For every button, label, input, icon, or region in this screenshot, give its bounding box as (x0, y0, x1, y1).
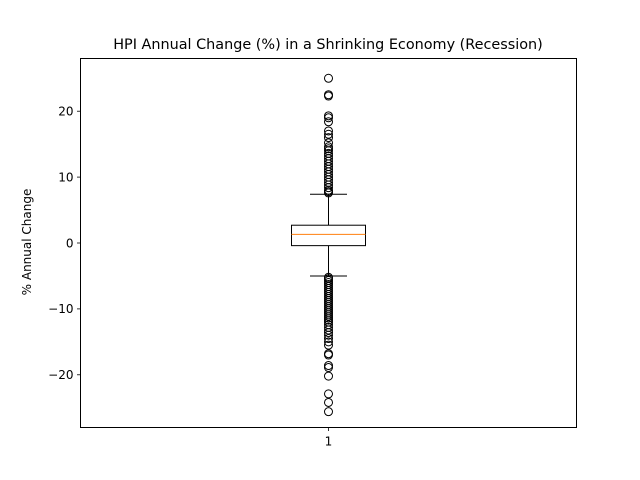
y-tick-label: −20 (48, 368, 73, 382)
y-tick-label: 0 (66, 236, 74, 250)
outlier-point (324, 183, 333, 193)
y-tick-label: 20 (58, 105, 73, 119)
outlier-point (324, 340, 333, 350)
y-axis-label: % Annual Change (20, 189, 34, 296)
outlier-point (324, 113, 333, 123)
x-axis-ticks: 1 (325, 427, 333, 449)
outlier-point (324, 325, 333, 335)
outlier-point (324, 129, 333, 139)
chart-title: HPI Annual Change (%) in a Shrinking Eco… (113, 37, 543, 53)
box-series (291, 73, 366, 417)
y-tick-label: −10 (48, 302, 73, 316)
x-tick-label: 1 (325, 435, 333, 449)
outlier-point (324, 73, 333, 83)
outlier-point (324, 126, 333, 136)
y-axis-ticks: −20 −10 0 10 20 (48, 105, 81, 382)
outlier-point (324, 117, 333, 127)
y-tick-label: 10 (58, 170, 73, 184)
outlier-point (324, 361, 333, 371)
outlier-point (324, 407, 333, 417)
outlier-point (324, 328, 333, 338)
outlier-point (324, 389, 333, 399)
outlier-point (324, 334, 333, 344)
outlier-point (324, 371, 333, 381)
outlier-point (324, 397, 333, 407)
iqr-box (291, 224, 366, 247)
outlier-point (324, 188, 333, 198)
outlier-point (324, 350, 333, 360)
outlier-point (324, 337, 333, 347)
outlier-point (324, 133, 333, 143)
outlier-point (324, 330, 333, 340)
outlier-point (324, 363, 333, 373)
outlier-point (324, 91, 333, 101)
